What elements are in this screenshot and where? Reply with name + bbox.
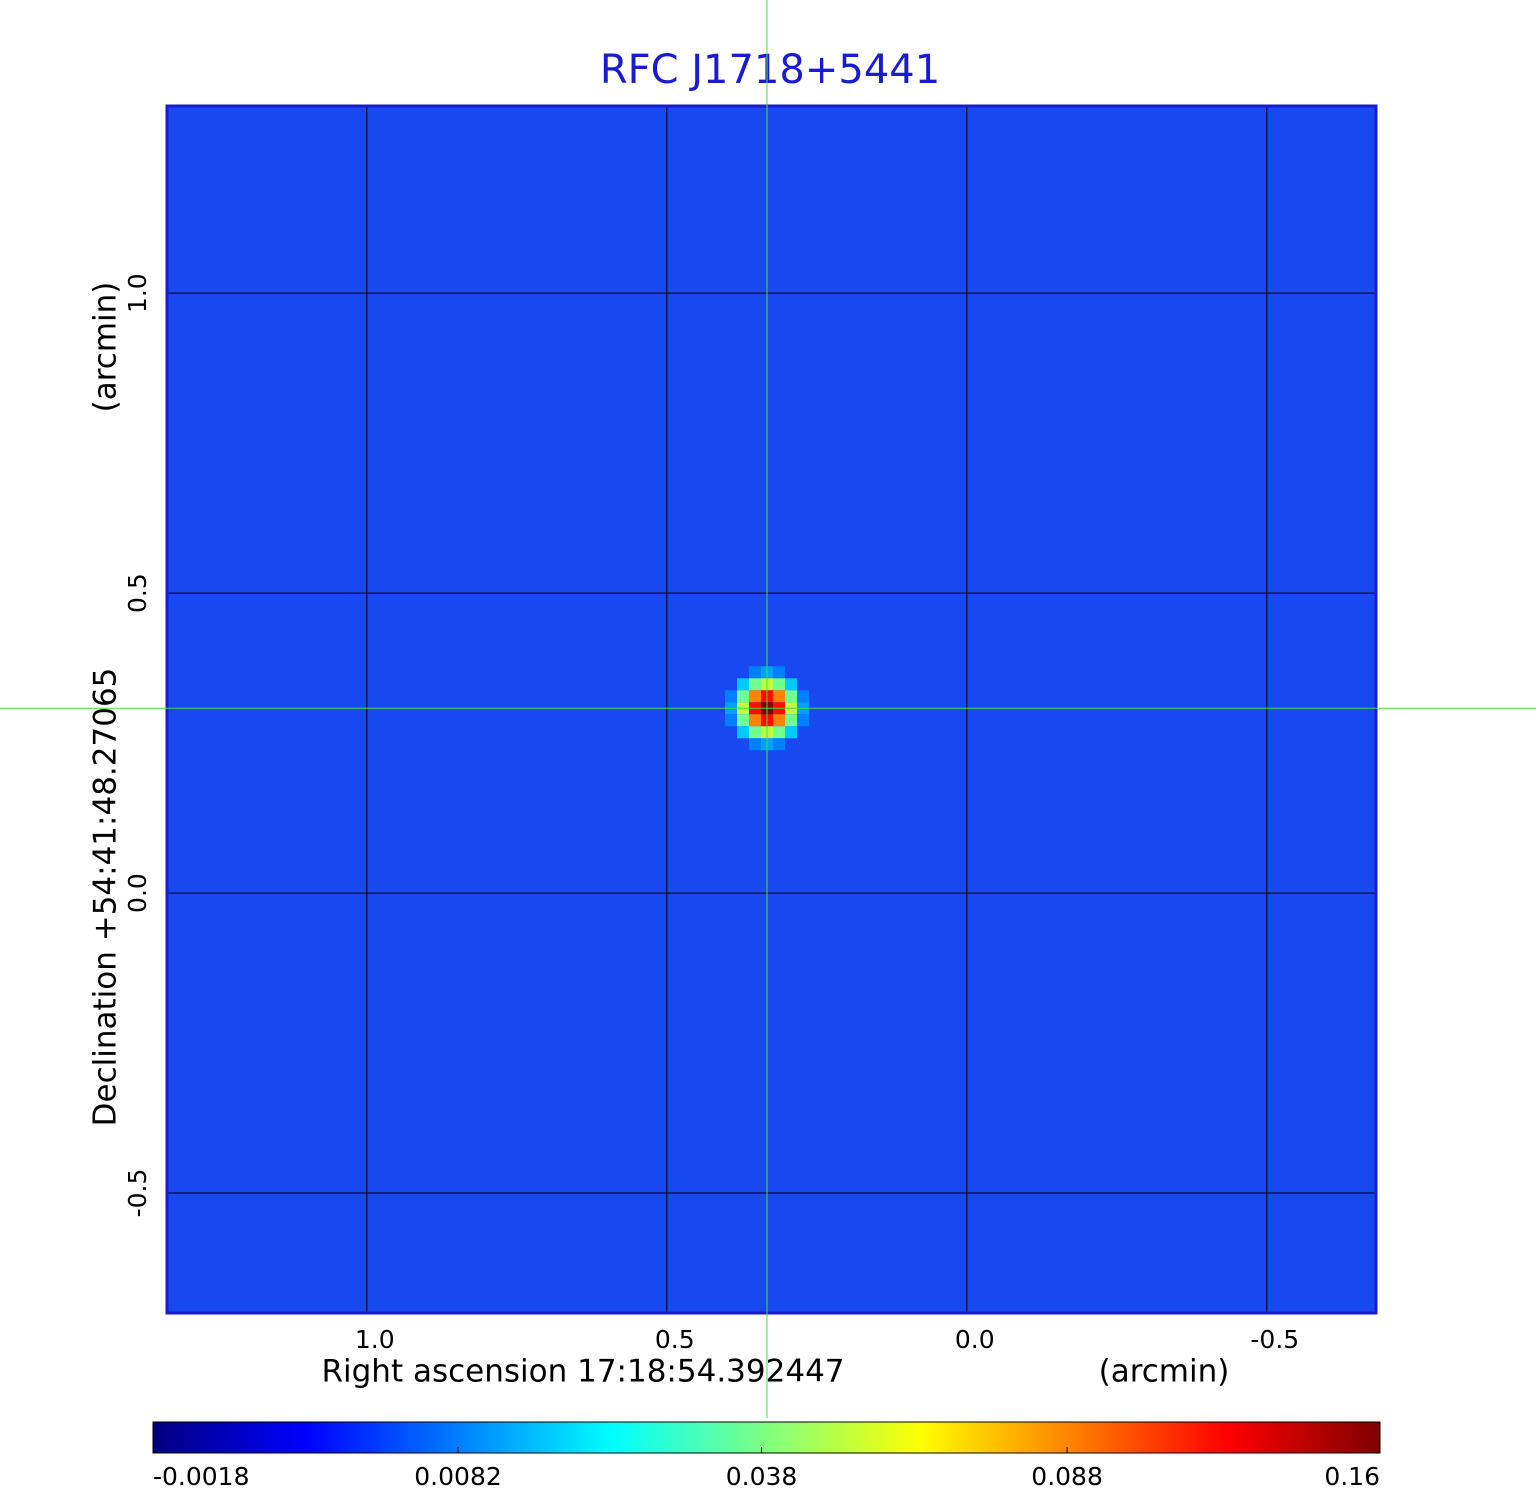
x-tick-label: -0.5: [1250, 1325, 1299, 1354]
plot-frame: [165, 104, 1378, 1315]
colorbar: [152, 1421, 1381, 1454]
y-tick-label: 0.0: [123, 873, 152, 913]
source-pixel: [749, 690, 761, 703]
source-pixel: [773, 666, 785, 679]
x-tick-label: 0.5: [655, 1325, 695, 1354]
chart-title: RFC J1718+5441: [600, 47, 940, 93]
source-pixel: [737, 726, 749, 739]
source-pixel: [749, 678, 761, 691]
colorbar-tick-label: 0.088: [1031, 1462, 1103, 1491]
source-pixel: [773, 738, 785, 751]
source-pixel: [785, 714, 797, 727]
source-pixel: [725, 714, 737, 727]
source-pixel: [773, 714, 785, 727]
x-tick-label: 0.0: [955, 1325, 995, 1354]
source-pixel: [737, 690, 749, 703]
source-pixel: [749, 738, 761, 751]
source-pixel: [797, 690, 809, 703]
colorbar-tick-label: 0.038: [726, 1462, 798, 1491]
source-pixel: [725, 690, 737, 703]
source-pixel: [785, 678, 797, 691]
source-pixel: [785, 726, 797, 739]
source-pixel: [797, 714, 809, 727]
source-pixel: [749, 714, 761, 727]
colorbar-tick-label: 0.0082: [414, 1462, 501, 1491]
source-pixel: [737, 678, 749, 691]
source-pixel: [773, 690, 785, 703]
source-pixel: [749, 726, 761, 739]
x-axis-unit: (arcmin): [1099, 1354, 1230, 1390]
source-pixel: [773, 726, 785, 739]
colorbar-tick-label: 0.16: [1324, 1462, 1380, 1491]
y-axis-unit: (arcmin): [88, 282, 124, 413]
source-pixel: [737, 714, 749, 727]
source-pixel: [749, 666, 761, 679]
y-tick-label: -0.5: [123, 1169, 152, 1218]
y-tick-label: 1.0: [123, 273, 152, 313]
x-tick-label: 1.0: [355, 1325, 395, 1354]
y-tick-label: 0.5: [123, 573, 152, 613]
x-axis-label: Right ascension 17:18:54.392447: [321, 1354, 844, 1390]
y-axis-label: Declination +54:41:48.27065: [88, 668, 124, 1127]
source-pixel: [785, 690, 797, 703]
source-pixel: [773, 678, 785, 691]
colorbar-tick-label: -0.0018: [153, 1462, 250, 1491]
